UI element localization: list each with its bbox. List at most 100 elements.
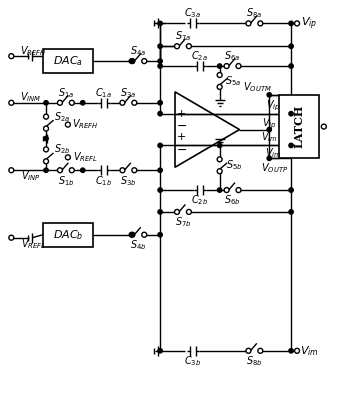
Circle shape: [158, 100, 162, 105]
Circle shape: [187, 44, 191, 49]
Text: $V_{ip}$: $V_{ip}$: [266, 98, 281, 113]
Circle shape: [289, 349, 293, 353]
Text: $V_{im}$: $V_{im}$: [261, 130, 278, 144]
Circle shape: [81, 168, 85, 172]
Circle shape: [44, 147, 49, 152]
Text: $C_{2a}$: $C_{2a}$: [191, 49, 208, 63]
Circle shape: [65, 155, 70, 160]
Circle shape: [158, 64, 162, 68]
Circle shape: [267, 127, 271, 132]
Circle shape: [81, 100, 85, 105]
Circle shape: [218, 64, 222, 68]
Circle shape: [246, 348, 251, 353]
Circle shape: [236, 64, 241, 68]
Circle shape: [130, 232, 135, 237]
Circle shape: [9, 54, 14, 59]
Circle shape: [158, 59, 162, 63]
Text: $S_{7b}$: $S_{7b}$: [175, 215, 191, 229]
Circle shape: [289, 112, 293, 116]
Text: $V_{REFL}$: $V_{REFL}$: [73, 150, 98, 164]
Circle shape: [44, 136, 48, 141]
Text: $V_{INM}$: $V_{INM}$: [20, 90, 42, 104]
Text: $C_{2b}$: $C_{2b}$: [191, 193, 208, 207]
Circle shape: [217, 157, 222, 162]
Text: $DAC_a$: $DAC_a$: [53, 54, 83, 68]
Circle shape: [65, 122, 70, 127]
Circle shape: [9, 100, 14, 105]
Circle shape: [236, 188, 241, 192]
Circle shape: [289, 143, 293, 148]
Text: $S_{3b}$: $S_{3b}$: [120, 174, 137, 188]
Circle shape: [158, 44, 162, 48]
Text: $-$: $-$: [176, 143, 188, 156]
Text: $C_{1a}$: $C_{1a}$: [95, 86, 112, 100]
Circle shape: [44, 114, 49, 119]
Text: $V_{ip}$: $V_{ip}$: [301, 15, 317, 32]
Circle shape: [175, 210, 180, 214]
Circle shape: [158, 210, 162, 214]
FancyBboxPatch shape: [43, 223, 93, 247]
Circle shape: [158, 21, 162, 26]
Circle shape: [175, 44, 180, 49]
Circle shape: [158, 168, 162, 172]
Circle shape: [218, 143, 222, 148]
Circle shape: [129, 59, 133, 63]
Circle shape: [246, 21, 251, 26]
Text: $S_{3a}$: $S_{3a}$: [120, 86, 137, 100]
Text: $S_{4b}$: $S_{4b}$: [130, 238, 146, 252]
Text: $V_{OUTP}$: $V_{OUTP}$: [260, 161, 288, 175]
Text: $-$: $-$: [176, 119, 188, 132]
FancyBboxPatch shape: [43, 49, 93, 73]
Text: $S_{7a}$: $S_{7a}$: [175, 30, 191, 43]
Text: $S_{5a}$: $S_{5a}$: [225, 74, 242, 88]
Circle shape: [289, 210, 293, 214]
Circle shape: [289, 21, 293, 26]
Text: $V_{OUTM}$: $V_{OUTM}$: [243, 80, 272, 94]
Circle shape: [267, 93, 271, 97]
Text: $V_{INP}$: $V_{INP}$: [21, 169, 41, 183]
Text: $V_{im}$: $V_{im}$: [300, 344, 318, 358]
Circle shape: [218, 188, 222, 192]
Text: $V_{REFH}$: $V_{REFH}$: [73, 118, 99, 132]
Circle shape: [9, 168, 14, 173]
Circle shape: [132, 168, 137, 173]
Circle shape: [69, 100, 74, 105]
Circle shape: [224, 64, 229, 68]
Text: +: +: [177, 109, 187, 119]
Circle shape: [267, 156, 271, 160]
Circle shape: [295, 21, 300, 26]
Circle shape: [120, 168, 125, 173]
Text: $V_{im}$: $V_{im}$: [265, 146, 282, 160]
Circle shape: [321, 124, 326, 129]
Circle shape: [217, 169, 222, 174]
Text: $C_{3a}$: $C_{3a}$: [184, 6, 201, 20]
Circle shape: [158, 188, 162, 192]
Circle shape: [69, 168, 74, 173]
Circle shape: [130, 59, 135, 64]
Circle shape: [217, 84, 222, 89]
Text: $S_{2a}$: $S_{2a}$: [54, 110, 70, 124]
Circle shape: [44, 100, 48, 105]
Circle shape: [158, 112, 162, 116]
Circle shape: [158, 232, 162, 237]
Circle shape: [224, 188, 229, 192]
Circle shape: [129, 232, 133, 237]
Text: $C_{3b}$: $C_{3b}$: [184, 354, 201, 368]
Text: $S_{1a}$: $S_{1a}$: [58, 86, 74, 100]
Circle shape: [44, 126, 49, 131]
Text: $S_{4a}$: $S_{4a}$: [130, 44, 146, 58]
Text: $V_{REFH}$: $V_{REFH}$: [20, 44, 46, 58]
Circle shape: [158, 349, 162, 353]
Circle shape: [57, 168, 62, 173]
Circle shape: [132, 100, 137, 105]
Circle shape: [289, 64, 293, 68]
Text: $S_{8a}$: $S_{8a}$: [246, 6, 263, 20]
Text: $V_{ip}$: $V_{ip}$: [262, 116, 277, 131]
Text: $C_{1b}$: $C_{1b}$: [95, 174, 112, 188]
Circle shape: [44, 168, 48, 172]
Circle shape: [217, 72, 222, 78]
Text: LATCH: LATCH: [294, 105, 304, 148]
Circle shape: [9, 235, 14, 240]
Text: $DAC_b$: $DAC_b$: [52, 228, 83, 242]
Circle shape: [295, 348, 300, 353]
